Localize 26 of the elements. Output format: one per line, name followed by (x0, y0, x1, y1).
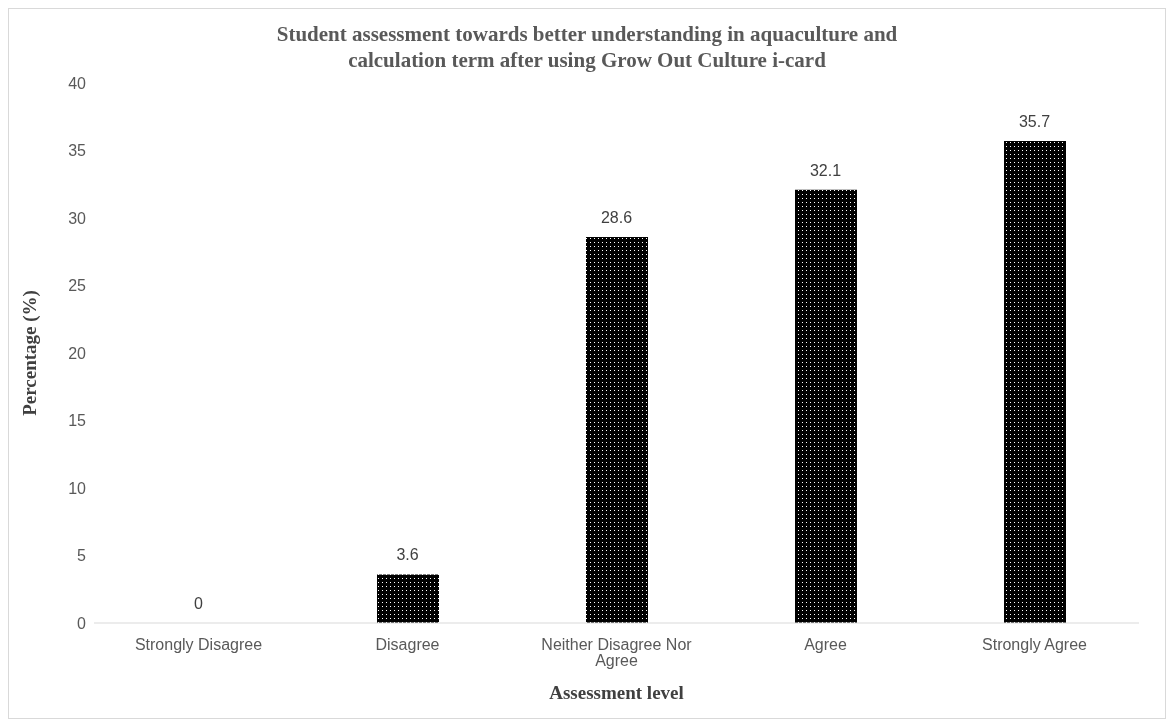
data-label: 28.6 (600, 208, 633, 226)
bar (795, 189, 857, 623)
bar (377, 574, 439, 623)
y-axis-title: Percentage (%) (18, 290, 41, 416)
data-label: 0 (194, 595, 204, 612)
bar (586, 236, 648, 623)
y-tick-label: 5 (77, 547, 87, 565)
y-tick-label: 30 (68, 209, 87, 227)
x-axis-title: Assessment level (549, 682, 684, 703)
y-tick-label: 20 (68, 344, 87, 362)
y-tick-label: 35 (68, 142, 87, 160)
y-tick-label: 40 (68, 74, 87, 92)
x-tick-label: Disagree (375, 636, 440, 654)
x-tick-label: Agree (804, 636, 847, 654)
y-tick-label: 15 (68, 412, 87, 430)
x-tick-label: Strongly Disagree (134, 636, 263, 654)
data-label: 32.1 (809, 161, 842, 179)
chart-title: Student assessment towards better understanding in aquaculture and calculation term after using Grow Out Culture i-card (275, 21, 899, 73)
data-label: 35.7 (1018, 113, 1051, 131)
y-tick-label: 0 (77, 614, 87, 632)
y-tick-label: 10 (68, 479, 87, 497)
x-tick-label: Strongly Agree (982, 636, 1088, 654)
x-tick-label: Neither Disagree Nor Agree (541, 636, 693, 670)
data-label: 3.6 (396, 546, 419, 564)
bar (1004, 141, 1066, 623)
y-tick-label: 25 (68, 277, 87, 295)
